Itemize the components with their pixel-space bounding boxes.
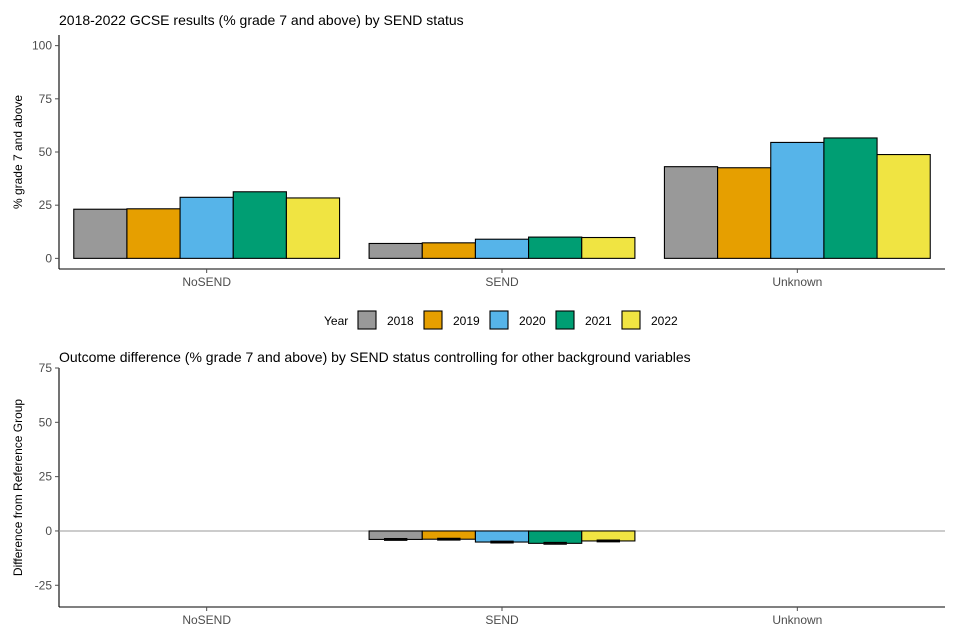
x-tick-label: Unknown (772, 275, 822, 289)
bar-2019-unknown (717, 167, 772, 259)
bar-2022-unknown (876, 154, 931, 259)
bar-2019-send (421, 242, 476, 259)
bar-2021-send (528, 530, 583, 544)
legend-swatch-2021 (555, 310, 575, 330)
bar-2019-nosend (126, 208, 181, 259)
chart-panel-2: Outcome difference (% grade 7 and above)… (11, 349, 945, 627)
legend-label-2020: 2020 (519, 314, 546, 328)
y-tick-label: 0 (45, 251, 52, 265)
bar-2021-send (528, 236, 583, 259)
legend-label-2019: 2019 (453, 314, 480, 328)
y-tick-label: 0 (45, 524, 52, 538)
y-axis-label: Difference from Reference Group (11, 399, 25, 577)
y-tick-label: 25 (39, 470, 53, 484)
chart-title: 2018-2022 GCSE results (% grade 7 and ab… (59, 12, 464, 28)
bar-2020-send (474, 530, 530, 543)
y-tick-label: 75 (39, 92, 53, 106)
bar-2018-nosend (73, 208, 128, 259)
x-tick-label: NoSEND (182, 275, 231, 289)
y-tick-label: 50 (39, 415, 53, 429)
chart-title: Outcome difference (% grade 7 and above)… (59, 349, 691, 365)
x-tick-label: SEND (485, 613, 519, 627)
bar-2021-unknown (823, 137, 878, 259)
y-tick-label: 25 (39, 198, 53, 212)
bar-2020-send (474, 238, 530, 259)
bar-2020-unknown (770, 141, 825, 259)
bar-2020-nosend (179, 196, 234, 259)
legend-label-2021: 2021 (585, 314, 612, 328)
y-tick-label: 100 (32, 39, 52, 53)
bar-2022-send (581, 530, 636, 542)
x-tick-label: Unknown (772, 613, 822, 627)
legend: Year 2018 2019 2020 2021 2022 (324, 310, 678, 330)
y-tick-label: -25 (35, 578, 53, 592)
x-tick-label: SEND (485, 275, 519, 289)
legend-title: Year (324, 314, 348, 328)
bar-2018-unknown (663, 166, 719, 259)
legend-swatch-2020 (489, 310, 509, 330)
legend-swatch-2022 (621, 310, 641, 330)
y-tick-label: 50 (39, 145, 53, 159)
bar-2022-nosend (285, 197, 341, 259)
chart-panel-1: 2018-2022 GCSE results (% grade 7 and ab… (11, 12, 945, 289)
legend-swatch-2019 (423, 310, 443, 330)
y-axis-label: % grade 7 and above (11, 95, 25, 209)
bar-2022-send (581, 236, 636, 259)
legend-swatch-2018 (357, 310, 377, 330)
y-tick-label: 75 (39, 361, 53, 375)
bar-2021-nosend (232, 191, 287, 259)
legend-label-2022: 2022 (651, 314, 678, 328)
x-tick-label: NoSEND (182, 613, 231, 627)
bar-2018-send (368, 242, 423, 259)
legend-label-2018: 2018 (387, 314, 414, 328)
